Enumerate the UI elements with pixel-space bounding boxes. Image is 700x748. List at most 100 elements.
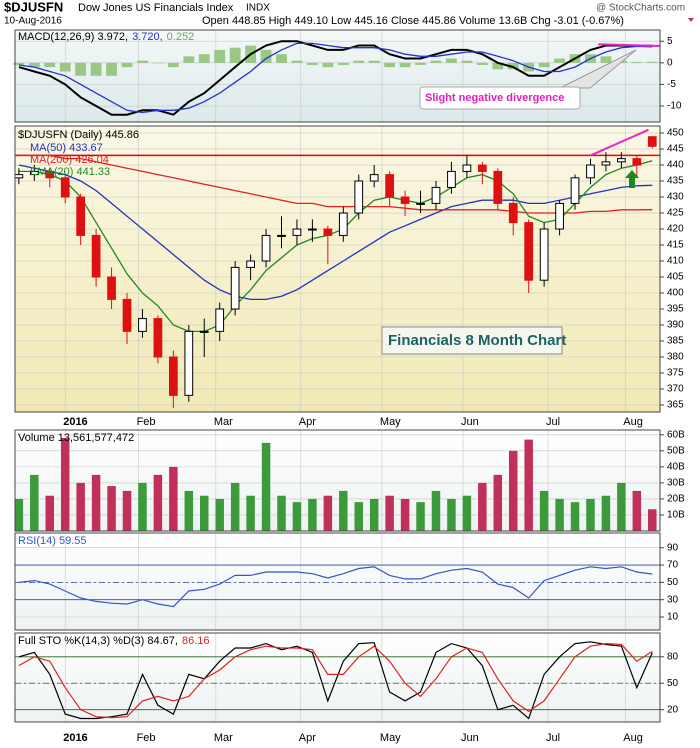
candle-body	[586, 164, 595, 179]
y-tick-label: 415	[667, 240, 684, 251]
annotation-box	[419, 86, 581, 110]
x-tick-label: Jul	[546, 732, 560, 744]
y-tick-label: 395	[667, 304, 684, 315]
panel-frame	[14, 532, 661, 631]
candle-body	[647, 136, 657, 147]
legend-entry: MA(200) 426.04	[30, 154, 109, 166]
candle-body	[369, 174, 379, 182]
candle-body	[184, 330, 194, 396]
candle-body	[447, 170, 456, 188]
candle-body	[462, 164, 472, 172]
volume-bar	[230, 482, 240, 531]
candle-body	[570, 177, 580, 204]
volume-bar	[153, 474, 163, 531]
legend-entry: Full STO %K(14,3) %D(3) 84.67,	[18, 635, 178, 647]
candle-body	[416, 202, 425, 205]
candle-body	[230, 266, 240, 310]
legend-entry: Volume 13,561,577,472	[18, 432, 134, 444]
histogram-bar	[167, 62, 179, 68]
volume-bar	[369, 498, 379, 531]
histogram-bar	[461, 60, 473, 63]
y-tick-label: 410	[667, 256, 684, 267]
y-tick-label: 435	[667, 176, 684, 187]
y-tick-label: 400	[667, 288, 684, 299]
panel-frame	[14, 632, 661, 723]
date: 10-Aug-2016	[4, 16, 62, 27]
volume-bar	[339, 490, 348, 531]
moving-average	[18, 160, 653, 333]
y-tick-label: 5	[667, 36, 673, 47]
histogram-bar	[214, 49, 226, 63]
y-tick-label: 40B	[667, 462, 685, 473]
x-tick-label: Mar	[214, 732, 233, 744]
panel-background	[15, 533, 660, 630]
volume-bar	[14, 498, 24, 531]
panel-frame	[14, 429, 661, 532]
candle-body	[354, 180, 364, 214]
volume-bar	[292, 502, 302, 531]
legend-entry: MACD(12,26,9) 3.972,	[18, 31, 128, 43]
histogram-bar	[538, 62, 550, 68]
legend-entry: $DJUSFN (Daily) 445.86	[18, 129, 139, 141]
volume-bar	[539, 490, 549, 531]
histogram-bar	[430, 60, 442, 63]
y-tick-label: 30B	[667, 478, 685, 489]
y-tick-label: 370	[667, 384, 684, 395]
candle-body	[76, 196, 86, 236]
volume-bar	[416, 502, 425, 531]
legend-entry: 3.720,	[132, 31, 163, 43]
candle-body	[292, 228, 302, 236]
histogram-bar	[59, 62, 71, 72]
volume-bar	[431, 490, 441, 531]
histogram-bar	[260, 49, 272, 63]
legend-entry: 86.16	[182, 635, 210, 647]
histogram-bar	[106, 62, 117, 76]
x-tick-label: Jul	[546, 416, 560, 428]
y-tick-label: -10	[667, 101, 682, 112]
y-tick-label: -5	[667, 79, 676, 90]
volume-bar	[184, 490, 194, 531]
legend-entry: MA(50) 433.67	[30, 142, 103, 154]
indicator-line	[18, 566, 653, 608]
histogram-bar	[554, 58, 565, 63]
arrow	[625, 170, 639, 188]
legend-entry: RSI(14) 59.55	[18, 535, 86, 547]
volume-bar	[555, 498, 564, 531]
candle-body	[493, 170, 503, 204]
volume-bar	[508, 450, 518, 531]
down-icon	[688, 18, 694, 22]
candle-body	[29, 170, 39, 176]
volume-bar	[447, 498, 456, 531]
candle-body	[153, 318, 163, 358]
candle-body	[122, 298, 132, 332]
candle-body	[308, 228, 317, 231]
candle-body	[617, 158, 626, 163]
y-tick-label: 445	[667, 144, 684, 155]
histogram-bar	[646, 61, 658, 63]
y-tick-label: 425	[667, 208, 684, 219]
candle-body	[45, 170, 55, 179]
histogram-bar	[152, 62, 164, 64]
trendline	[590, 128, 649, 157]
volume-bar	[277, 495, 286, 531]
volume-bar	[354, 502, 363, 531]
y-tick-label: 80	[667, 651, 679, 662]
candle-body	[323, 228, 333, 236]
x-tick-label: Jun	[461, 732, 479, 744]
index-name: Dow Jones US Financials Index	[78, 2, 234, 14]
candle-body	[539, 228, 549, 281]
candle-body	[601, 161, 611, 166]
volume-bar	[632, 490, 642, 531]
y-tick-label: 20B	[667, 494, 685, 505]
histogram-bar	[137, 60, 148, 63]
candle-body	[261, 234, 271, 262]
volume-bar	[601, 495, 611, 531]
x-tick-label: Jun	[461, 416, 479, 428]
y-tick-label: 10	[667, 612, 679, 623]
volume-bar	[215, 498, 224, 531]
y-tick-label: 430	[667, 192, 684, 203]
volume-bar	[30, 474, 39, 531]
histogram-bar	[291, 60, 303, 63]
indicator-line	[18, 642, 653, 719]
